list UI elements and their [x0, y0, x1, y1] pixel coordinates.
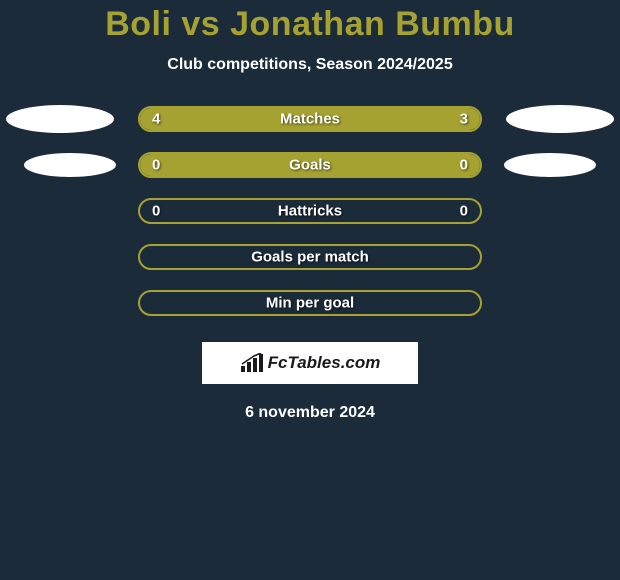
stat-bar-track: Goals per match: [138, 244, 482, 270]
stat-bar-track: 0 0 Hattricks: [138, 198, 482, 224]
player-placeholder-right: [506, 105, 614, 133]
date-text: 6 november 2024: [0, 404, 620, 422]
player-placeholder-left: [6, 105, 114, 133]
stat-bar-left-fill: [140, 154, 310, 176]
stat-value-left: 0: [152, 203, 160, 220]
stat-row: Min per goal: [0, 290, 620, 316]
stat-value-left: 0: [152, 157, 160, 174]
stat-rows: 4 3 Matches 0 0 Goals 0 0 Hattricks Goals per mat…: [0, 106, 620, 316]
stat-label: Hattricks: [278, 203, 342, 220]
stat-bar-track: 0 0 Goals: [138, 152, 482, 178]
stat-bar-track: 4 3 Matches: [138, 106, 482, 132]
brand-badge[interactable]: FcTables.com: [202, 342, 418, 384]
stat-row: 0 0 Goals: [0, 152, 620, 178]
subtitle: Club competitions, Season 2024/2025: [0, 56, 620, 74]
player-placeholder-left: [24, 153, 116, 177]
stat-label: Goals: [289, 157, 331, 174]
player-placeholder-right: [504, 153, 596, 177]
stat-bar-right-fill: [334, 108, 480, 130]
brand-text: FcTables.com: [268, 353, 381, 373]
stat-value-left: 4: [152, 111, 160, 128]
stat-value-right: 3: [460, 111, 468, 128]
stat-bar-right-fill: [310, 154, 480, 176]
stat-label: Matches: [280, 111, 340, 128]
stat-row: Goals per match: [0, 244, 620, 270]
stat-value-right: 0: [460, 203, 468, 220]
stat-label: Min per goal: [266, 295, 354, 312]
stat-value-right: 0: [460, 157, 468, 174]
stat-bar-track: Min per goal: [138, 290, 482, 316]
stat-row: 0 0 Hattricks: [0, 198, 620, 224]
stat-label: Goals per match: [251, 249, 369, 266]
stat-row: 4 3 Matches: [0, 106, 620, 132]
bar-chart-icon: [240, 353, 264, 373]
page-title: Boli vs Jonathan Bumbu: [0, 5, 620, 44]
